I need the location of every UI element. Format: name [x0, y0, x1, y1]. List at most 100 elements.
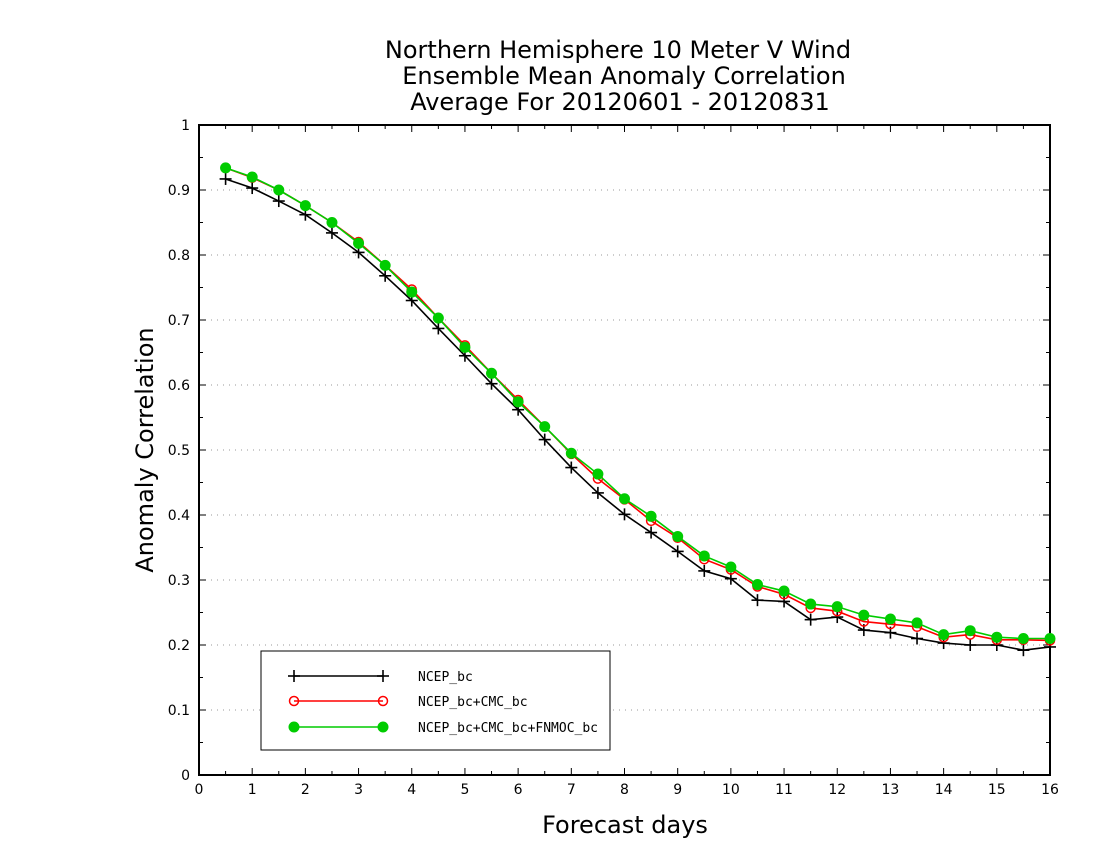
series-0-point-28 — [964, 639, 977, 651]
series-0-point-2 — [272, 195, 285, 208]
series-0-point-10 — [485, 377, 498, 390]
y-tick-label-0: 0 — [181, 768, 190, 784]
chart-title-line-2: Ensemble Mean Anomaly Correlation — [402, 62, 846, 90]
y-tick-label-10: 1 — [181, 118, 190, 134]
series-0-point-26 — [911, 632, 924, 645]
y-tick-label-3: 0.3 — [168, 573, 190, 589]
legend-marker-left-0 — [288, 670, 300, 682]
series-2-point-3 — [299, 200, 311, 212]
series-2-point-22 — [805, 598, 817, 610]
x-tick-label-0: 0 — [195, 782, 204, 798]
series-2-point-8 — [432, 312, 444, 324]
series-2-point-14 — [592, 468, 604, 480]
series-0-point-4 — [325, 226, 338, 239]
y-axis-label: Anomaly Correlation — [131, 327, 159, 572]
series-2-point-23 — [831, 601, 843, 613]
legend-marker-left-1 — [288, 695, 300, 707]
y-tick-label-2: 0.2 — [168, 638, 190, 654]
x-tick-label-7: 7 — [567, 782, 576, 798]
legend-item-2: NCEP_bc+CMC_bc+FNMOC_bc — [288, 721, 598, 736]
series-2-point-18 — [698, 550, 710, 562]
x-tick-label-5: 5 — [460, 782, 469, 798]
legend-items: NCEP_bc NCEP_bc+CMC_bc NCEP_bc+CMC_bc+FNMO… — [288, 670, 598, 736]
series-0-point-6 — [379, 269, 392, 282]
legend-box — [260, 650, 611, 751]
legend-label-1: NCEP_bc+CMC_bc — [418, 695, 528, 710]
x-tick-label-9: 9 — [673, 782, 682, 798]
series-2-point-4 — [326, 217, 338, 228]
x-tick-label-10: 10 — [722, 782, 740, 798]
series-2-point-11 — [512, 396, 524, 408]
legend-item-1: NCEP_bc+CMC_bc — [288, 695, 528, 710]
series-1 — [220, 162, 1056, 646]
series-2-point-30 — [1017, 633, 1029, 644]
x-tick-label-4: 4 — [407, 782, 416, 798]
series-2-point-24 — [858, 609, 870, 621]
x-tick-label-14: 14 — [935, 782, 953, 798]
x-tick-label-2: 2 — [301, 782, 310, 798]
series-0-point-8 — [432, 322, 445, 335]
series-0-point-18 — [698, 564, 711, 577]
series-2-point-19 — [725, 561, 737, 573]
series-layer — [219, 162, 1056, 657]
series-2-point-31 — [1044, 633, 1056, 644]
y-tick-label-8: 0.8 — [168, 248, 190, 264]
series-2-point-29 — [991, 631, 1003, 643]
series-0-point-23 — [831, 611, 844, 624]
series-0-point-13 — [565, 461, 578, 474]
y-tick-label-6: 0.6 — [168, 378, 190, 394]
series-2-point-21 — [778, 585, 790, 597]
chart-title-line-3: Average For 20120601 - 20120831 — [410, 88, 830, 116]
legend-label-2: NCEP_bc+CMC_bc+FNMOC_bc — [418, 721, 598, 736]
series-0-point-15 — [618, 508, 631, 521]
series-0 — [219, 172, 1056, 657]
series-2-point-7 — [406, 286, 418, 298]
chart-title: Northern Hemisphere 10 Meter V Wind Ense… — [385, 36, 851, 116]
legend-marker-right-1 — [377, 695, 389, 707]
x-tick-label-3: 3 — [354, 782, 363, 798]
series-line-0 — [225, 178, 1051, 652]
legend-marker-right-0 — [377, 670, 389, 682]
series-0-point-14 — [591, 486, 604, 499]
x-tick-label-1: 1 — [248, 782, 257, 798]
series-line-1 — [225, 167, 1051, 642]
series-0-point-20 — [751, 594, 764, 607]
series-2-point-17 — [672, 530, 684, 542]
series-2-point-10 — [486, 367, 498, 379]
series-line-2 — [225, 167, 1050, 640]
series-2-point-20 — [751, 579, 763, 591]
series-2-point-27 — [938, 629, 950, 641]
series-2-point-16 — [645, 510, 657, 522]
legend-marker-right-2 — [377, 721, 389, 733]
legend-marker-left-2 — [288, 721, 300, 733]
series-2-point-6 — [379, 259, 391, 271]
series-2-point-15 — [619, 493, 630, 505]
series-2-point-26 — [911, 617, 923, 629]
series-0-point-1 — [246, 182, 259, 195]
series-2-point-5 — [353, 237, 365, 249]
series-2-point-9 — [459, 341, 471, 353]
series-0-point-22 — [804, 613, 817, 626]
series-2-point-13 — [565, 447, 577, 459]
y-tick-label-4: 0.4 — [168, 508, 190, 524]
series-2-point-12 — [539, 421, 551, 433]
y-tick-label-9: 0.9 — [168, 183, 190, 199]
legend-item-0: NCEP_bc — [288, 670, 473, 685]
y-tick-label-5: 0.5 — [168, 443, 190, 459]
grid-layer — [199, 189, 1050, 711]
series-0-point-16 — [645, 526, 658, 539]
y-tick-label-1: 0.1 — [168, 703, 190, 719]
series-2-point-2 — [273, 184, 285, 196]
series-0-point-21 — [778, 595, 791, 608]
series-0-point-17 — [671, 545, 684, 558]
series-0-point-0 — [219, 172, 232, 185]
series-2-point-28 — [964, 625, 976, 637]
chart-title-line-1: Northern Hemisphere 10 Meter V Wind — [385, 36, 851, 64]
x-tick-label-15: 15 — [988, 782, 1006, 798]
legend-label-0: NCEP_bc — [418, 670, 473, 685]
series-2 — [220, 162, 1056, 644]
y-tick-label-7: 0.7 — [168, 313, 190, 329]
series-0-point-30 — [1017, 644, 1030, 657]
